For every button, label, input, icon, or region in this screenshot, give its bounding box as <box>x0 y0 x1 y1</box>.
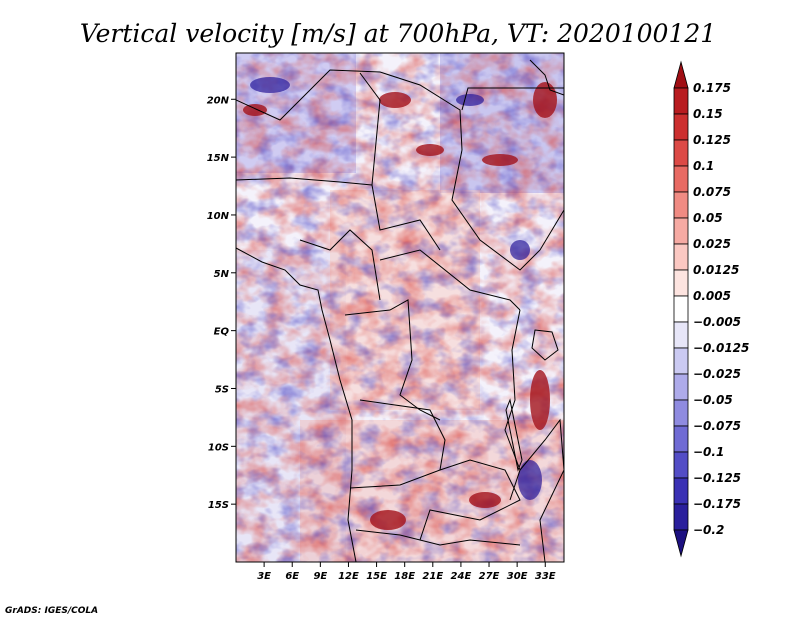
lat-tick-label: EQ <box>214 327 230 338</box>
colorbar-level-label: −0.075 <box>693 419 741 433</box>
border-congo-drc <box>344 299 441 421</box>
lat-tick-label: 10S <box>208 442 229 453</box>
border-mozambique <box>519 418 564 562</box>
coastline-west-africa <box>236 247 357 562</box>
colorbar-level-label: −0.1 <box>693 445 724 459</box>
lat-tick-label: 15S <box>208 500 229 511</box>
downdraft-texture <box>236 53 564 562</box>
colorbar-level-label: −0.025 <box>693 367 741 381</box>
colorbar-swatch <box>673 529 689 558</box>
lake-victoria <box>531 329 559 361</box>
colorbar-swatch <box>673 321 689 349</box>
colorbar-level-label: 0.125 <box>693 133 731 147</box>
lon-tick-label: 6E <box>285 571 299 582</box>
latitude-axis: 20N 15N 10N 5N EQ 5S 10S 15S <box>207 95 236 511</box>
lon-tick-label: 18E <box>394 571 415 582</box>
colorbar-level-label: −0.005 <box>693 315 741 329</box>
border-south <box>355 529 521 546</box>
colorbar-swatch <box>673 217 689 245</box>
strong-downdraft-cores <box>250 77 542 500</box>
border-car <box>379 249 521 311</box>
colorbar-level-label: 0.005 <box>693 289 731 303</box>
colorbar-swatch <box>673 503 689 531</box>
border-sudan-chad <box>451 149 564 271</box>
colorbar-level-label: 0.05 <box>693 211 723 225</box>
colorbar-swatch <box>673 113 689 141</box>
longitude-axis: 3E 6E 9E 12E 15E 18E 21E 24E 27E 30E 33E <box>257 562 556 582</box>
colorbar-level-label: −0.175 <box>693 497 741 511</box>
strong-updraft-cores <box>243 82 557 530</box>
colorbar-level-label: 0.075 <box>693 185 731 199</box>
map-panel <box>236 53 564 562</box>
colorbar-level-label: −0.05 <box>693 393 733 407</box>
lat-tick-label: 5S <box>215 384 229 395</box>
border-chad <box>359 72 441 251</box>
colorbar-swatch <box>673 87 689 115</box>
lon-tick-label: 24E <box>451 571 472 582</box>
lon-tick-label: 12E <box>338 571 359 582</box>
lon-tick-label: 3E <box>257 571 271 582</box>
colorbar-swatch <box>673 139 689 167</box>
colorbar-swatch <box>673 373 689 401</box>
lon-tick-label: 33E <box>535 571 556 582</box>
lat-tick-label: 20N <box>207 95 230 106</box>
lat-tick-label: 10N <box>207 211 230 222</box>
lon-tick-label: 27E <box>479 571 500 582</box>
border-horn <box>529 59 564 96</box>
colorbar-swatch <box>673 425 689 453</box>
colorbar-level-label: 0.175 <box>693 81 731 95</box>
lon-tick-label: 30E <box>507 571 528 582</box>
lat-tick-label: 15N <box>207 153 230 164</box>
lon-tick-label: 15E <box>366 571 387 582</box>
colorbar-swatch <box>673 60 689 89</box>
colorbar-swatch <box>673 243 689 271</box>
colorbar-swatch <box>673 451 689 479</box>
colorbar-swatch <box>673 347 689 375</box>
colorbar-level-label: −0.2 <box>693 523 724 537</box>
border-angola <box>349 399 446 489</box>
colorbar-swatch <box>673 191 689 219</box>
colorbar-swatch <box>673 477 689 505</box>
border-drc-east <box>504 309 521 501</box>
colorbar-level-label: 0.025 <box>693 237 731 251</box>
map-frame <box>235 52 565 563</box>
lat-tick-label: 5N <box>214 269 230 280</box>
lon-tick-label: 21E <box>422 571 443 582</box>
colorbar-level-label: 0.0125 <box>693 263 739 277</box>
lon-tick-label: 9E <box>313 571 327 582</box>
border-niger-nigeria <box>236 177 373 186</box>
colorbar-level-label: −0.0125 <box>693 341 749 355</box>
grads-credit: GrADS: IGES/COLA <box>5 606 98 616</box>
border-zambia <box>419 459 521 541</box>
colorbar-swatch <box>673 165 689 193</box>
colorbar-swatch <box>673 269 689 297</box>
border-sudan-egypt <box>461 87 564 111</box>
border-nigeria-cameroon <box>299 229 381 301</box>
chart-title: Vertical velocity [m/s] at 700hPa, VT: 2… <box>80 19 716 48</box>
lake-tanganyika <box>505 398 523 472</box>
colorbar: 0.175 0.15 0.125 0.1 0.075 0.05 0.025 0.0125 0.0… <box>673 60 749 558</box>
colorbar-swatch <box>673 399 689 427</box>
border-algeria-libya <box>236 69 463 151</box>
country-borders <box>236 59 564 562</box>
colorbar-level-label: −0.125 <box>693 471 741 485</box>
colorbar-level-label: 0.1 <box>693 159 714 173</box>
colorbar-swatch <box>673 295 689 323</box>
colorbar-level-label: 0.15 <box>693 107 723 121</box>
